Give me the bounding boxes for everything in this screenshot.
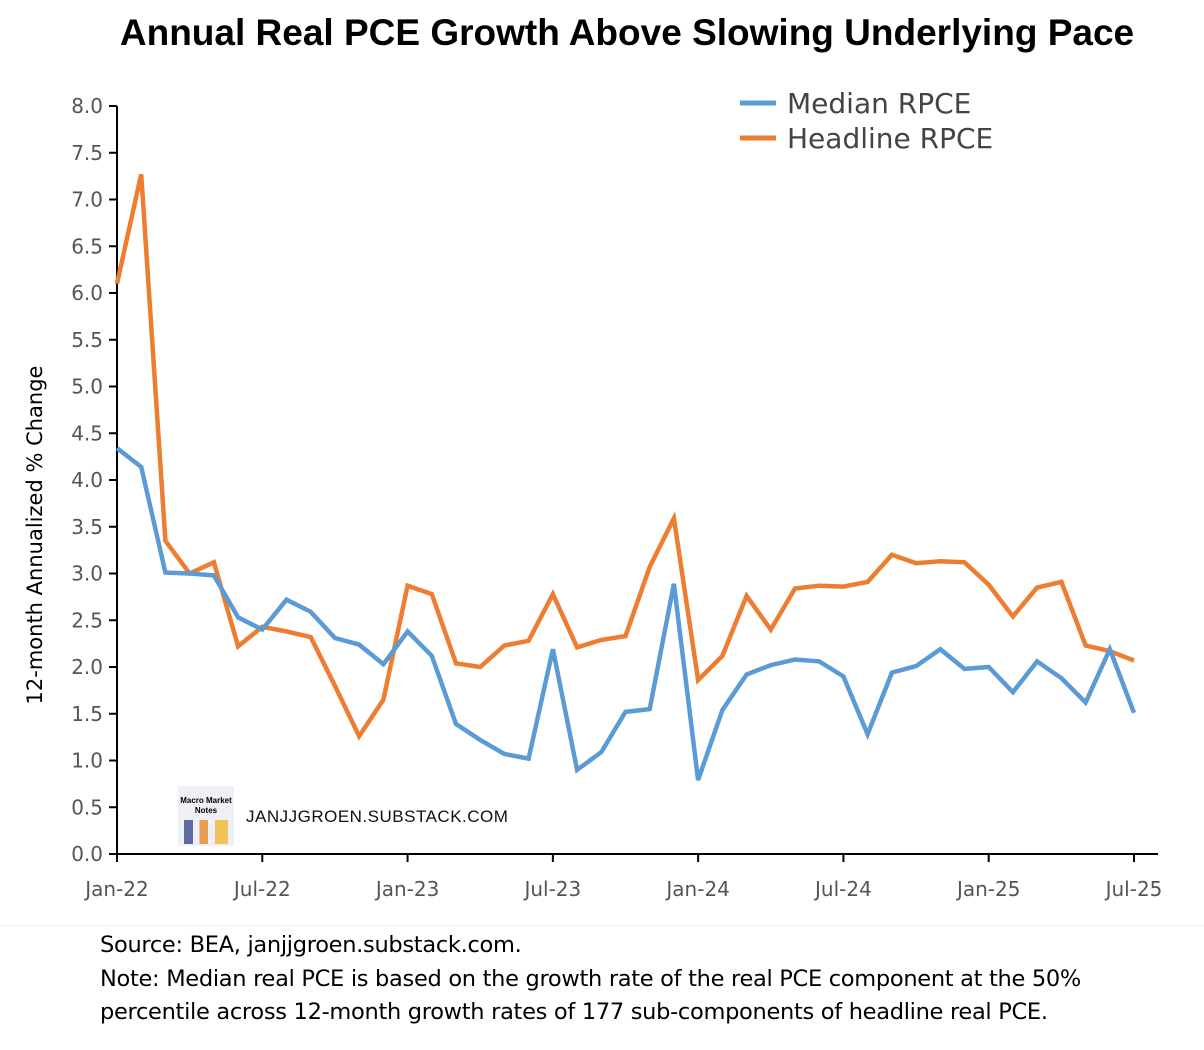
note-line-2: percentile across 12-month growth rates … [100,999,1048,1025]
x-tick-label: Jul-22 [232,877,291,901]
y-tick-label: 2.5 [71,608,103,632]
x-tick-label: Jul-24 [813,877,872,901]
series-line-median-rpce [115,446,1137,781]
y-tick-label: 8.0 [71,94,103,118]
y-tick-label: 5.5 [71,328,103,352]
x-tick-label: Jan-23 [374,877,440,901]
y-tick-label: 7.5 [71,141,103,165]
y-tick-label: 2.0 [71,655,103,679]
y-tick-label: 6.0 [71,281,103,305]
y-axis-label: 12-month Annualized % Change [23,366,47,705]
x-tick-label: Jan-25 [955,877,1021,901]
line-chart: 0.0 0.5 1.0 1.5 2.0 2.5 3.0 3.5 4.0 4.5 5.0 5.5 6.0 6… [23,87,1163,901]
y-tick-label: 0.5 [71,795,103,819]
series-line-headline-rpce [114,173,1135,741]
x-tick-label: Jul-23 [522,877,581,901]
note-line-1: Note: Median real PCE is based on the gr… [100,966,1082,992]
x-tick-label: Jan-24 [664,877,730,901]
y-tick-label: 1.0 [71,749,103,773]
chart-title: Annual Real PCE Growth Above Slowing Und… [119,12,1135,53]
x-tick-label: Jan-22 [83,877,149,901]
y-tick-label: 3.0 [71,562,103,586]
x-tick-label: Jul-25 [1104,877,1163,901]
source-note: Source: BEA, janjjgroen.substack.com. [100,932,522,958]
watermark-text: JANJJGROEN.SUBSTACK.COM [246,807,509,826]
y-tick-label: 5.0 [71,375,103,399]
y-tick-label: 4.0 [71,468,103,492]
y-tick-label: 6.5 [71,234,103,258]
y-tick-label: 0.0 [71,842,103,866]
legend-label: Headline RPCE [787,122,993,155]
y-tick-label: 4.5 [71,421,103,445]
macro-market-notes-logo: Macro Market Notes [178,786,234,846]
y-tick-label: 7.0 [71,188,103,212]
legend-label: Median RPCE [787,87,971,120]
y-tick-label: 3.5 [71,515,103,539]
divider [0,925,1204,926]
y-tick-label: 1.5 [71,702,103,726]
